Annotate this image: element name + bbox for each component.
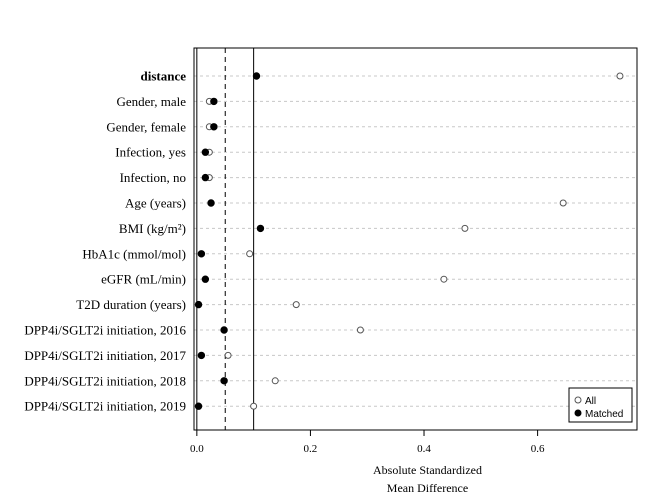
point-matched-dpp4i-sglt2i-initiation-2016 bbox=[220, 326, 228, 334]
covariate-label-age-years: Age (years) bbox=[125, 196, 186, 211]
point-all-age-years bbox=[559, 199, 567, 207]
x-tick-label: 0.0 bbox=[190, 443, 204, 455]
covariate-label-bmi-kg-m: BMI (kg/m²) bbox=[119, 221, 186, 236]
reference-lines bbox=[196, 48, 255, 430]
covariate-label-gender-male: Gender, male bbox=[116, 94, 186, 109]
point-matched-age-years bbox=[207, 199, 215, 207]
legend-box bbox=[568, 387, 633, 423]
covariate-label-t2d-duration-years: T2D duration (years) bbox=[76, 297, 186, 312]
point-matched-infection-yes bbox=[201, 148, 210, 156]
gridlines bbox=[194, 75, 637, 407]
plot-frame bbox=[193, 47, 638, 431]
point-all-distance bbox=[616, 72, 624, 80]
legend-matched-label: Matched bbox=[585, 409, 623, 420]
point-matched-dpp4i-sglt2i-initiation-2017 bbox=[197, 351, 206, 360]
covariate-label-distance: distance bbox=[141, 69, 187, 84]
point-all-hba1c-mmol-mol bbox=[246, 250, 254, 258]
covariate-label-infection-no: Infection, no bbox=[120, 170, 186, 185]
covariate-label-dpp4i-sglt2i-initiation-2016: DPP4i/SGLT2i initiation, 2016 bbox=[24, 323, 186, 338]
point-matched-gender-female bbox=[210, 123, 218, 131]
point-matched-gender-male bbox=[210, 97, 218, 106]
point-matched-dpp4i-sglt2i-initiation-2019 bbox=[194, 402, 203, 410]
x-tick-label: 0.6 bbox=[531, 443, 545, 455]
point-all-dpp4i-sglt2i-initiation-2016 bbox=[356, 326, 364, 334]
x-axis-label-line-1: Absolute Standardized bbox=[373, 463, 482, 477]
point-matched-t2d-duration-years bbox=[194, 300, 203, 309]
point-matched-bmi-kg-m bbox=[256, 224, 265, 233]
x-tick-label: 0.2 bbox=[304, 443, 318, 455]
legend-matched-marker bbox=[574, 409, 582, 417]
legend-all-label: All bbox=[585, 396, 596, 407]
point-all-egfr-ml-min bbox=[440, 275, 448, 283]
point-all-dpp4i-sglt2i-initiation-2019 bbox=[250, 402, 258, 410]
point-matched-distance bbox=[252, 72, 261, 80]
point-all-bmi-kg-m bbox=[461, 224, 469, 232]
covariate-label-egfr-ml-min: eGFR (mL/min) bbox=[101, 272, 186, 287]
covariate-labels: distance Gender, male Gender, female Infect… bbox=[24, 69, 186, 414]
point-matched-egfr-ml-min bbox=[201, 275, 210, 283]
covariate-label-dpp4i-sglt2i-initiation-2018: DPP4i/SGLT2i initiation, 2018 bbox=[24, 373, 186, 388]
point-all-t2d-duration-years bbox=[292, 301, 300, 309]
point-matched-dpp4i-sglt2i-initiation-2018 bbox=[220, 377, 228, 385]
point-all-dpp4i-sglt2i-initiation-2018 bbox=[271, 377, 279, 385]
series-matched-points bbox=[194, 72, 265, 410]
covariate-label-hba1c-mmol-mol: HbA1c (mmol/mol) bbox=[82, 246, 186, 261]
point-matched-infection-no bbox=[201, 173, 210, 182]
covariate-label-gender-female: Gender, female bbox=[106, 119, 186, 134]
point-matched-hba1c-mmol-mol bbox=[197, 250, 206, 258]
legend-all-marker bbox=[574, 396, 582, 404]
point-all-dpp4i-sglt2i-initiation-2017 bbox=[224, 351, 232, 359]
x-tick-label: 0.4 bbox=[417, 443, 431, 455]
covariate-label-dpp4i-sglt2i-initiation-2017: DPP4i/SGLT2i initiation, 2017 bbox=[24, 348, 186, 363]
covariate-label-infection-yes: Infection, yes bbox=[115, 145, 186, 160]
x-axis: 0.0 0.2 0.4 0.6 bbox=[190, 430, 545, 455]
legend: All Matched bbox=[568, 387, 633, 423]
covariate-label-dpp4i-sglt2i-initiation-2019: DPP4i/SGLT2i initiation, 2019 bbox=[24, 399, 186, 414]
x-axis-label-line-2: Mean Difference bbox=[387, 481, 468, 495]
